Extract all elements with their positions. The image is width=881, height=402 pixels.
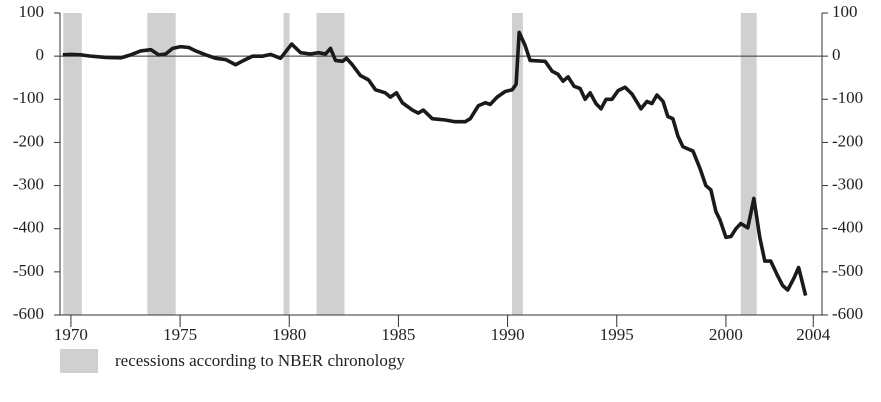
legend-label: recessions according to NBER chronology (115, 351, 405, 370)
recession-band (63, 13, 82, 315)
y2-tick-label: -500 (832, 261, 863, 280)
y2-tick-label: 0 (832, 45, 841, 64)
x-tick-label: 1980 (272, 325, 306, 344)
y2-tick-label: -100 (832, 88, 863, 107)
y2-tick-label: -400 (832, 218, 863, 237)
data-line (62, 30, 808, 297)
y-tick-label: -300 (13, 174, 44, 193)
x-tick-label: 1990 (491, 325, 525, 344)
x-tick-label: 2000 (709, 325, 743, 344)
x-tick-label: 1985 (381, 325, 415, 344)
y-tick-label: -600 (13, 304, 44, 323)
recession-band (147, 13, 176, 315)
y-tick-label: -100 (13, 88, 44, 107)
y-tick-label: -200 (13, 131, 44, 150)
recession-band (283, 13, 290, 315)
y2-tick-label: -200 (832, 131, 863, 150)
y2-tick-label: 100 (832, 2, 858, 21)
y-tick-label: -500 (13, 261, 44, 280)
y2-tick-label: -300 (832, 174, 863, 193)
x-tick-label: 1975 (163, 325, 197, 344)
x-tick-label: 1970 (54, 325, 88, 344)
recession-band (316, 13, 345, 315)
x-tick-label: 1995 (600, 325, 634, 344)
recession-band (511, 13, 523, 315)
x-tick-label: 2004 (796, 325, 831, 344)
y-tick-label: 100 (19, 2, 45, 21)
y2-tick-label: -600 (832, 304, 863, 323)
recession-band (740, 13, 757, 315)
y-tick-label: 0 (36, 45, 45, 64)
legend-swatch (60, 349, 98, 373)
y-tick-label: -400 (13, 218, 44, 237)
